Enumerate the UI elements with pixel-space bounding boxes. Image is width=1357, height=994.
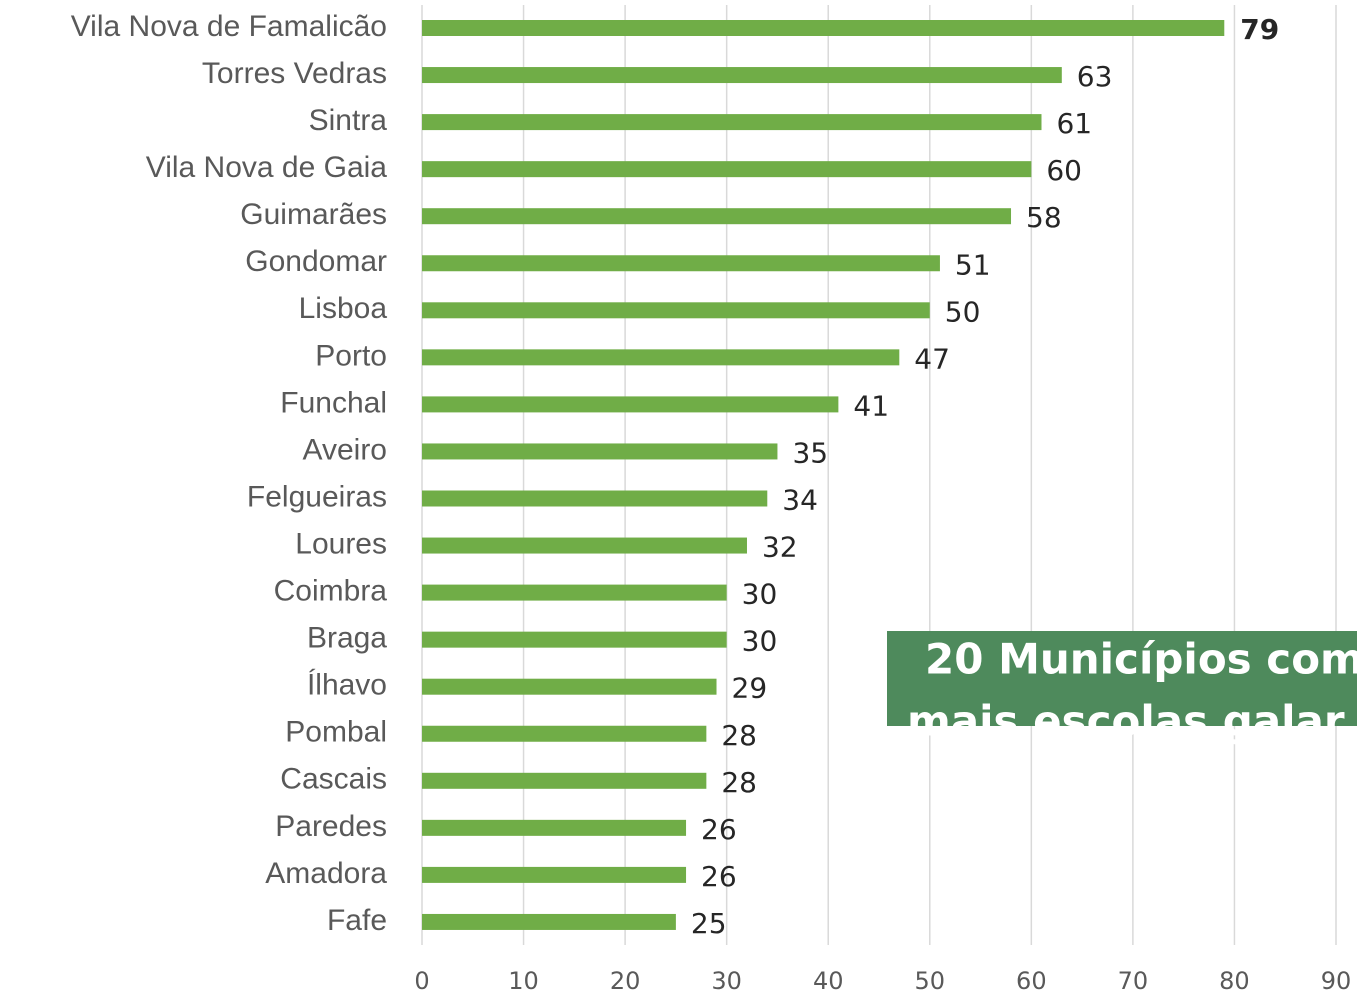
value-label: 30 bbox=[742, 625, 778, 658]
x-tick-label: 80 bbox=[1219, 967, 1250, 994]
value-label: 30 bbox=[742, 578, 778, 611]
bar bbox=[422, 161, 1032, 178]
y-tick-label: Paredes bbox=[275, 810, 387, 843]
bar bbox=[422, 114, 1042, 131]
y-tick-label: Ílhavo bbox=[307, 669, 387, 702]
bar bbox=[422, 866, 687, 883]
x-tick-label: 90 bbox=[1321, 967, 1352, 994]
bar bbox=[422, 255, 940, 272]
x-tick-label: 10 bbox=[508, 967, 539, 994]
x-tick-label: 20 bbox=[610, 967, 641, 994]
y-tick-label: Cascais bbox=[280, 763, 387, 796]
value-label: 47 bbox=[914, 342, 950, 375]
bar bbox=[422, 537, 747, 554]
value-label: 25 bbox=[691, 907, 727, 940]
value-label: 60 bbox=[1046, 154, 1082, 187]
value-label: 61 bbox=[1056, 107, 1092, 140]
bar bbox=[422, 678, 717, 695]
y-tick-label: Felgueiras bbox=[247, 480, 387, 513]
value-label: 63 bbox=[1077, 60, 1113, 93]
y-tick-label: Sintra bbox=[309, 104, 388, 137]
value-label: 79 bbox=[1240, 13, 1279, 46]
value-label: 35 bbox=[792, 436, 828, 469]
bar bbox=[422, 349, 900, 366]
value-label: 26 bbox=[701, 813, 737, 846]
y-tick-label: Vila Nova de Gaia bbox=[146, 151, 388, 184]
value-label: 32 bbox=[762, 531, 798, 564]
x-tick-label: 70 bbox=[1118, 967, 1149, 994]
bar bbox=[422, 913, 676, 930]
bar bbox=[422, 208, 1012, 225]
y-tick-label: Porto bbox=[315, 339, 387, 372]
y-tick-label: Guimarães bbox=[240, 198, 387, 231]
bar bbox=[422, 396, 839, 413]
y-tick-label: Pombal bbox=[285, 716, 387, 749]
x-tick-label: 50 bbox=[915, 967, 946, 994]
bar bbox=[422, 443, 778, 460]
value-label: 50 bbox=[945, 295, 981, 328]
bar bbox=[422, 584, 727, 601]
value-label: 41 bbox=[853, 389, 889, 422]
y-tick-label: Coimbra bbox=[274, 575, 388, 608]
y-tick-label: Loures bbox=[295, 527, 387, 560]
bar bbox=[422, 490, 768, 507]
chart-title: 20 Municípios com bbox=[925, 635, 1357, 684]
x-tick-label: 0 bbox=[414, 967, 429, 994]
value-label: 58 bbox=[1026, 201, 1062, 234]
bar bbox=[422, 725, 707, 742]
bar bbox=[422, 631, 727, 648]
bar bbox=[422, 772, 707, 789]
value-label: 51 bbox=[955, 248, 991, 281]
bar bbox=[422, 67, 1062, 84]
x-tick-label: 40 bbox=[813, 967, 844, 994]
y-tick-label: Funchal bbox=[280, 386, 387, 419]
chart-title: mais escolas galar bbox=[907, 697, 1345, 746]
value-label: 28 bbox=[721, 719, 757, 752]
y-tick-label: Braga bbox=[307, 622, 387, 655]
x-tick-label: 60 bbox=[1016, 967, 1047, 994]
y-tick-label: Lisboa bbox=[299, 292, 388, 325]
bar bbox=[422, 819, 687, 836]
value-label: 29 bbox=[732, 672, 768, 705]
y-tick-label: Gondomar bbox=[245, 245, 387, 278]
y-tick-label: Aveiro bbox=[303, 433, 388, 466]
value-label: 28 bbox=[721, 766, 757, 799]
y-tick-label: Fafe bbox=[327, 904, 387, 937]
title-box bbox=[887, 631, 1357, 726]
bar bbox=[422, 302, 930, 319]
y-tick-label: Torres Vedras bbox=[202, 57, 387, 90]
value-label: 34 bbox=[782, 484, 818, 517]
value-label: 26 bbox=[701, 860, 737, 893]
bar bbox=[422, 20, 1225, 36]
y-tick-label: Amadora bbox=[265, 857, 387, 890]
y-tick-label: Vila Nova de Famalicão bbox=[71, 10, 387, 43]
x-tick-label: 30 bbox=[711, 967, 742, 994]
